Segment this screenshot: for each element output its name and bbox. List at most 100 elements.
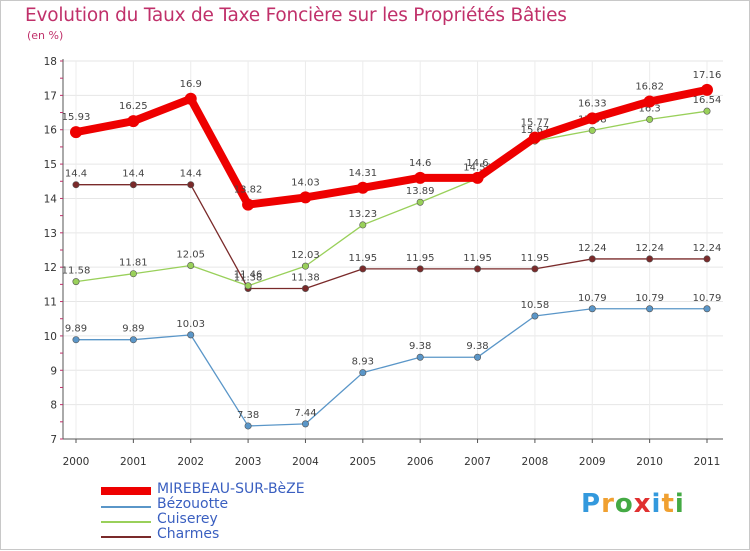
data-label-charmes-2006: 11.95	[406, 253, 435, 264]
data-point-cuiserey-2001	[129, 270, 137, 278]
data-point-cuiserey-2005	[359, 221, 367, 229]
x-tick-label-2001: 2001	[120, 456, 147, 468]
data-label-charmes-2003: 11.38	[234, 272, 263, 283]
data-point-cuiserey-2006	[416, 198, 424, 206]
x-tick-label-2008: 2008	[522, 456, 549, 468]
data-label-mirebeau-sur-b-ze-2007: 14.6	[466, 158, 488, 169]
data-label-cuiserey-2000: 11.58	[62, 266, 91, 277]
data-point-mirebeau-sur-b-ze-2008	[528, 131, 541, 144]
x-tick-label-2010: 2010	[636, 456, 663, 468]
data-point-mirebeau-sur-b-ze-2004	[299, 191, 312, 204]
data-point-b-zouotte-2005	[359, 369, 367, 377]
logo-letter: o	[614, 489, 634, 519]
data-point-cuiserey-2002	[187, 261, 195, 269]
data-label-cuiserey-2006: 13.89	[406, 186, 435, 197]
y-tick-label-10: 10	[44, 331, 57, 343]
data-point-b-zouotte-2009	[588, 305, 596, 313]
data-label-b-zouotte-2011: 10.79	[693, 293, 722, 304]
logo-letter: P	[581, 489, 602, 519]
data-label-mirebeau-sur-b-ze-2011: 17.16	[693, 70, 722, 81]
data-point-b-zouotte-2004	[301, 420, 309, 428]
data-point-cuiserey-2003	[244, 282, 252, 290]
data-point-charmes-2009	[588, 255, 596, 263]
data-point-mirebeau-sur-b-ze-2002	[184, 92, 197, 105]
data-label-b-zouotte-2009: 10.79	[578, 293, 607, 304]
data-point-charmes-2010	[646, 255, 654, 263]
data-label-cuiserey-2008: 15.67	[521, 125, 550, 136]
data-label-mirebeau-sur-b-ze-2006: 14.6	[409, 158, 431, 169]
data-label-mirebeau-sur-b-ze-2003: 13.82	[234, 185, 263, 196]
data-label-b-zouotte-2003: 7.38	[237, 410, 259, 421]
x-tick-label-2011: 2011	[694, 456, 721, 468]
data-point-mirebeau-sur-b-ze-2010	[643, 95, 656, 108]
x-tick-label-2007: 2007	[464, 456, 491, 468]
data-label-charmes-2010: 12.24	[635, 243, 664, 254]
data-point-cuiserey-2000	[72, 278, 80, 286]
y-tick-label-15: 15	[44, 159, 57, 171]
data-point-charmes-2011	[703, 255, 711, 263]
data-label-b-zouotte-2010: 10.79	[635, 293, 664, 304]
data-label-mirebeau-sur-b-ze-2000: 15.93	[62, 112, 91, 123]
data-label-charmes-2007: 11.95	[463, 253, 492, 264]
data-label-b-zouotte-2001: 9.89	[122, 324, 144, 335]
data-label-mirebeau-sur-b-ze-2004: 14.03	[291, 177, 320, 188]
data-label-cuiserey-2007: 14.58	[463, 163, 492, 174]
data-label-mirebeau-sur-b-ze-2010: 16.82	[635, 82, 664, 93]
data-point-cuiserey-2009	[588, 126, 596, 134]
data-point-charmes-2007	[474, 265, 482, 273]
data-label-mirebeau-sur-b-ze-2008: 15.77	[521, 118, 550, 129]
chart-title: Evolution du Taux de Taxe Foncière sur l…	[25, 5, 567, 26]
data-label-cuiserey-2002: 12.05	[176, 249, 205, 260]
y-tick-label-17: 17	[44, 90, 57, 102]
data-point-mirebeau-sur-b-ze-2000	[70, 126, 82, 139]
data-point-b-zouotte-2010	[646, 305, 654, 313]
x-tick-label-2002: 2002	[177, 456, 204, 468]
data-point-cuiserey-2011	[703, 107, 711, 115]
proxiti-logo: Proxiti	[581, 489, 685, 519]
data-point-mirebeau-sur-b-ze-2009	[586, 112, 599, 125]
y-tick-label-12: 12	[44, 262, 57, 274]
data-label-cuiserey-2004: 12.03	[291, 250, 320, 261]
series-line-charmes	[75, 184, 708, 290]
data-label-mirebeau-sur-b-ze-2001: 16.25	[119, 101, 148, 112]
chart-subtitle: (en %)	[27, 29, 64, 42]
y-tick-label-8: 8	[50, 400, 57, 412]
data-point-charmes-2005	[359, 265, 367, 273]
data-point-charmes-2004	[301, 284, 309, 292]
data-point-mirebeau-sur-b-ze-2003	[242, 198, 255, 211]
logo-letter: i	[674, 489, 685, 519]
data-label-cuiserey-2011: 16.54	[693, 95, 722, 106]
data-point-b-zouotte-2002	[187, 331, 195, 339]
data-label-b-zouotte-2008: 10.58	[521, 300, 550, 311]
legend-label-cuiserey: Cuiserey	[157, 511, 218, 527]
data-point-charmes-2000	[72, 181, 80, 189]
data-point-charmes-2001	[129, 181, 137, 189]
logo-letter: x	[633, 489, 652, 519]
data-label-b-zouotte-2006: 9.38	[409, 341, 431, 352]
data-point-b-zouotte-2008	[531, 312, 539, 320]
data-point-mirebeau-sur-b-ze-2001	[127, 115, 140, 128]
data-point-charmes-2006	[416, 265, 424, 273]
data-label-mirebeau-sur-b-ze-2005: 14.31	[348, 168, 377, 179]
data-label-b-zouotte-2002: 10.03	[176, 319, 205, 330]
data-label-charmes-2009: 12.24	[578, 243, 607, 254]
y-tick-label-11: 11	[44, 297, 57, 309]
x-tick-label-2006: 2006	[407, 456, 434, 468]
data-point-b-zouotte-2000	[72, 336, 80, 344]
data-point-b-zouotte-2011	[703, 305, 711, 313]
data-point-mirebeau-sur-b-ze-2007	[471, 171, 484, 184]
data-label-charmes-2002: 14.4	[180, 169, 202, 180]
data-label-charmes-2005: 11.95	[348, 253, 377, 264]
data-point-mirebeau-sur-b-ze-2011	[701, 83, 713, 96]
legend-label-bezouotte: Bézouotte	[157, 496, 229, 512]
legend-swatch-cuiserey	[101, 521, 151, 523]
data-point-b-zouotte-2006	[416, 353, 424, 361]
x-tick-label-2009: 2009	[579, 456, 606, 468]
data-point-mirebeau-sur-b-ze-2006	[414, 171, 427, 184]
data-label-b-zouotte-2004: 7.44	[294, 408, 316, 419]
y-tick-label-7: 7	[50, 434, 57, 446]
data-label-cuiserey-2005: 13.23	[348, 209, 377, 220]
x-tick-label-2005: 2005	[349, 456, 376, 468]
logo-letter: r	[601, 489, 615, 519]
